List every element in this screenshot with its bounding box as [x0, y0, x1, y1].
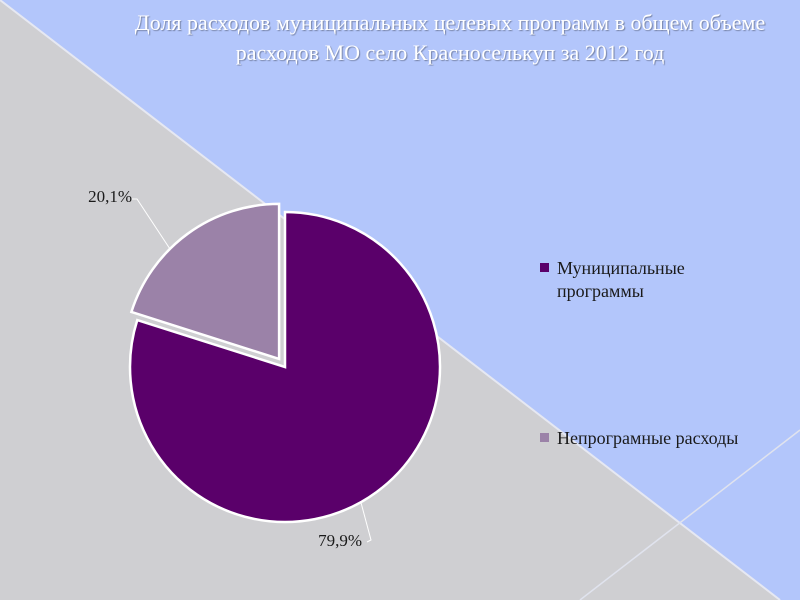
pie-slice-municipal-programs [128, 210, 442, 524]
legend-swatch-municipal-programs [540, 263, 549, 272]
legend-item-municipal-programs: Муниципальные программы [540, 257, 730, 303]
pie-slice-nonprogram-expenses [129, 202, 281, 361]
legend-label-municipal-programs: Муниципальные программы [557, 258, 685, 301]
leader-line-municipal-programs [360, 502, 372, 543]
legend-item-nonprogram-expenses: Непрограмные расходы [540, 427, 780, 450]
data-label-nonprogram-expenses: 20,1% [88, 187, 132, 206]
data-label-municipal-programs: 79,9% [318, 531, 362, 550]
background-faint-line [579, 429, 800, 600]
slide-title: Доля расходов муниципальных целевых прог… [134, 10, 766, 65]
legend-label-nonprogram-expenses: Непрограмные расходы [557, 428, 739, 448]
legend-swatch-nonprogram-expenses [540, 433, 549, 442]
leader-line-nonprogram-expenses [132, 198, 171, 250]
